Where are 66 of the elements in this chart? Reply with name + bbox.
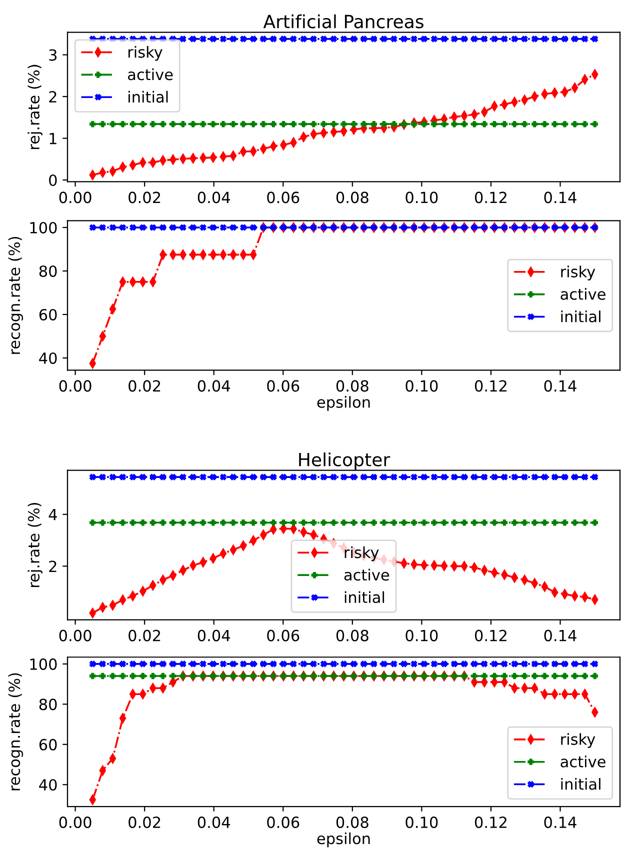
legend-label: active xyxy=(560,288,606,300)
y-axis-title: recogn.rate (%) xyxy=(8,236,24,354)
x-axis-title: epsilon xyxy=(317,396,370,411)
chart-title: Helicopter xyxy=(299,452,390,470)
x-tick-label: 0.12 xyxy=(474,816,506,828)
legend-label: initial xyxy=(344,591,384,604)
y-tick-label: 2 xyxy=(49,91,56,102)
y-tick-label: 0 xyxy=(49,174,57,186)
x-tick-label: 0.06 xyxy=(267,192,300,204)
x-tick-label: 0.02 xyxy=(128,192,160,204)
y-axis-title: rej.rate (%) xyxy=(28,502,42,588)
x-tick-label: 0.00 xyxy=(59,630,92,642)
legend-label: risky xyxy=(128,46,162,61)
x-tick-label: 0.06 xyxy=(267,380,300,392)
y-tick-label: 1 xyxy=(50,132,56,144)
x-tick-label: 0.02 xyxy=(128,816,160,828)
y-axis-title: recogn.rate (%) xyxy=(8,673,24,790)
y-tick-label: 60 xyxy=(39,308,57,321)
x-tick-label: 0.08 xyxy=(336,380,368,392)
x-tick-label: 0.00 xyxy=(59,192,92,204)
x-tick-label: 0.06 xyxy=(267,630,300,642)
x-tick-label: 0.04 xyxy=(198,380,230,392)
y-tick-label: 80 xyxy=(39,698,57,710)
legend-label: active xyxy=(128,68,173,80)
x-tick-label: 0.10 xyxy=(406,630,438,642)
legend-label: active xyxy=(344,568,390,581)
x-tick-label: 0.14 xyxy=(544,630,576,642)
x-tick-label: 0.12 xyxy=(474,192,506,204)
legend-label: risky xyxy=(561,733,596,748)
x-tick-label: 0.10 xyxy=(406,380,438,392)
x-tick-label: 0.00 xyxy=(59,380,92,392)
x-tick-label: 0.08 xyxy=(336,816,368,828)
y-tick-label: 2 xyxy=(49,560,56,572)
x-tick-label: 0.14 xyxy=(544,816,576,828)
x-tick-label: 0.04 xyxy=(198,192,230,204)
y-tick-label: 60 xyxy=(39,738,57,750)
x-tick-label: 0.10 xyxy=(406,816,438,828)
x-tick-label: 0.12 xyxy=(474,380,506,392)
chart-title: Artificial Pancreas xyxy=(263,14,424,28)
x-tick-label: 0.08 xyxy=(336,630,368,642)
x-tick-label: 0.14 xyxy=(544,192,576,204)
x-tick-label: 0.04 xyxy=(198,816,230,828)
x-tick-label: 0.02 xyxy=(128,380,160,392)
legend-label: active xyxy=(560,756,606,768)
x-tick-label: 0.14 xyxy=(544,380,576,392)
x-axis-title: epsilon xyxy=(317,832,370,848)
y-tick-label: 80 xyxy=(39,265,57,278)
y-axis-title: rej.rate (%) xyxy=(28,64,42,149)
y-tick-label: 100 xyxy=(30,658,57,670)
y-tick-label: 100 xyxy=(30,222,57,234)
y-tick-label: 40 xyxy=(39,352,57,364)
legend-label: risky xyxy=(561,266,596,280)
x-tick-label: 0.00 xyxy=(59,816,92,828)
x-tick-label: 0.02 xyxy=(128,630,160,642)
x-tick-label: 0.12 xyxy=(474,630,506,642)
legend-label: initial xyxy=(561,778,600,790)
legend-label: risky xyxy=(344,546,379,562)
x-tick-label: 0.04 xyxy=(198,630,230,642)
x-tick-label: 0.08 xyxy=(336,192,368,204)
legend-label: initial xyxy=(561,310,600,322)
y-tick-label: 3 xyxy=(49,49,57,61)
x-tick-label: 0.06 xyxy=(267,816,300,828)
x-tick-label: 0.10 xyxy=(406,192,438,204)
legend-label: initial xyxy=(128,90,168,103)
y-tick-label: 40 xyxy=(39,779,57,791)
y-tick-label: 4 xyxy=(48,509,57,520)
